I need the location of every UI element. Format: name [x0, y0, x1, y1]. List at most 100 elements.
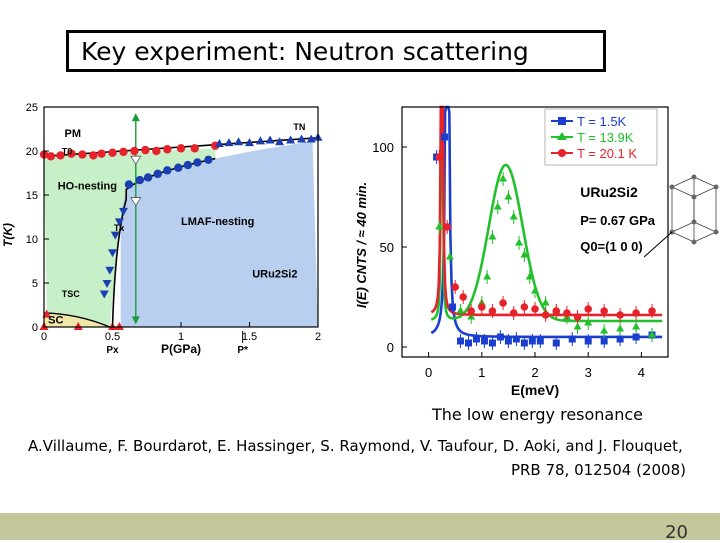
legend-marker — [557, 149, 566, 157]
red-triangle-point — [114, 322, 124, 330]
triangle-point — [632, 322, 641, 330]
triangle-point — [435, 222, 444, 230]
blue-triangle-point — [255, 136, 265, 145]
blue-down-triangle-point — [110, 231, 120, 240]
circle-point — [451, 283, 459, 291]
blue-down-triangle-point — [114, 218, 124, 227]
legend-label: T = 20.1 K — [577, 146, 637, 161]
blue-circle-point — [163, 166, 172, 175]
blue-triangle-point — [265, 135, 275, 144]
blue-down-triangle-point — [108, 249, 117, 258]
y-tick-label: 50 — [380, 240, 394, 255]
triangle-point — [504, 192, 513, 200]
atom-dot — [713, 229, 719, 235]
blue-down-triangle-point — [102, 280, 112, 288]
square-point — [449, 303, 457, 311]
square-point — [632, 333, 640, 341]
page-number: 20 — [665, 522, 688, 543]
tx-line — [111, 157, 216, 328]
atom-dot — [691, 174, 697, 180]
x-tick-label: 0 — [41, 331, 47, 343]
blue-down-triangle-point — [118, 207, 128, 216]
resonance-caption: The low energy resonance — [432, 405, 644, 424]
circle-point — [478, 303, 486, 311]
y-axis-label: T(K) — [1, 223, 15, 247]
circle-point — [616, 311, 624, 319]
red-circle-point — [89, 151, 98, 160]
x-tick-label: 1 — [178, 331, 184, 343]
reference-authors: A.Villaume, F. Bourdarot, E. Hassinger, … — [28, 437, 683, 455]
blue-circle-point — [193, 158, 202, 167]
y-tick-label: 25 — [26, 102, 38, 114]
triangle-point — [445, 252, 454, 260]
red-circle-point — [108, 148, 117, 157]
red-circle-point — [78, 150, 87, 159]
x-tick-label: 2 — [531, 365, 538, 380]
circle-point — [552, 307, 561, 315]
square-point — [568, 335, 576, 343]
x-tick-label: 0 — [425, 365, 432, 380]
red-circle-point — [97, 149, 106, 158]
square-point — [504, 337, 512, 345]
square-point — [520, 339, 528, 347]
fit-curve — [430, 105, 663, 339]
line-label-tx: Tx — [114, 223, 125, 233]
region-label-pm: PM — [65, 128, 82, 140]
square-point — [480, 337, 488, 345]
circle-point — [520, 303, 529, 311]
x-axis-label: E(meV) — [511, 382, 559, 398]
x-tick-label: 1.5 — [242, 331, 257, 343]
square-point — [465, 339, 472, 347]
circle-point — [563, 309, 571, 317]
square-point — [441, 133, 449, 141]
y-tick-label: 20 — [26, 146, 38, 158]
circle-point — [584, 305, 592, 313]
blue-circle-point — [124, 180, 134, 189]
triangle-point — [509, 212, 518, 220]
open-triangle-marker — [130, 197, 142, 207]
red-circle-point — [119, 147, 128, 157]
blue-circle-point — [143, 173, 153, 182]
square-point — [536, 337, 544, 345]
square-point — [457, 337, 465, 345]
x-tick-label: 3 — [585, 365, 592, 380]
x-tick-label: 2 — [315, 331, 321, 343]
blue-triangle-point — [245, 138, 254, 147]
triangle-point — [483, 272, 492, 280]
circle-point — [632, 309, 640, 317]
line-label-tsc: TSC — [62, 289, 81, 299]
circle-point — [499, 299, 507, 307]
sc-region — [44, 312, 110, 327]
circle-point — [600, 307, 608, 315]
ho-region — [44, 148, 216, 327]
phase-diagram-chart: 0 5 10 15 20 25 0 0.5 1 1.5 2 T(K) P(GPa) PM HO-nestin… — [1, 102, 323, 356]
q-vector-annotation: Q0=(1 0 0) — [580, 239, 643, 254]
compound-annotation: URu2Si2 — [580, 184, 638, 200]
y-tick-label: 10 — [26, 234, 38, 246]
region-label-ho: HO-nesting — [58, 181, 117, 193]
triangle-point — [541, 298, 550, 306]
blue-triangle-point — [214, 138, 224, 147]
y-tick-label: 5 — [32, 278, 38, 290]
y-tick-label: 0 — [387, 340, 394, 355]
blue-circle-point — [153, 169, 162, 179]
tsc-line — [43, 312, 111, 328]
atom-dot — [669, 184, 675, 190]
blue-circle-point — [174, 163, 183, 172]
blue-triangle-point — [306, 134, 316, 143]
blue-triangle-point — [224, 138, 234, 147]
triangle-point — [515, 238, 524, 246]
pressure-label-px: Px — [106, 345, 119, 356]
circle-point — [443, 223, 452, 231]
blue-circle-point — [135, 175, 145, 185]
triangle-point — [520, 250, 529, 258]
blue-down-triangle-point — [99, 290, 109, 299]
square-point — [552, 339, 560, 347]
y-tick-label: 15 — [26, 190, 38, 202]
square-point — [496, 333, 504, 341]
atom-dot — [691, 239, 697, 245]
lmaf-region — [120, 141, 318, 327]
blue-circle-point — [204, 155, 213, 164]
red-circle-point — [190, 144, 199, 153]
crystal-structure-icon — [671, 176, 717, 243]
